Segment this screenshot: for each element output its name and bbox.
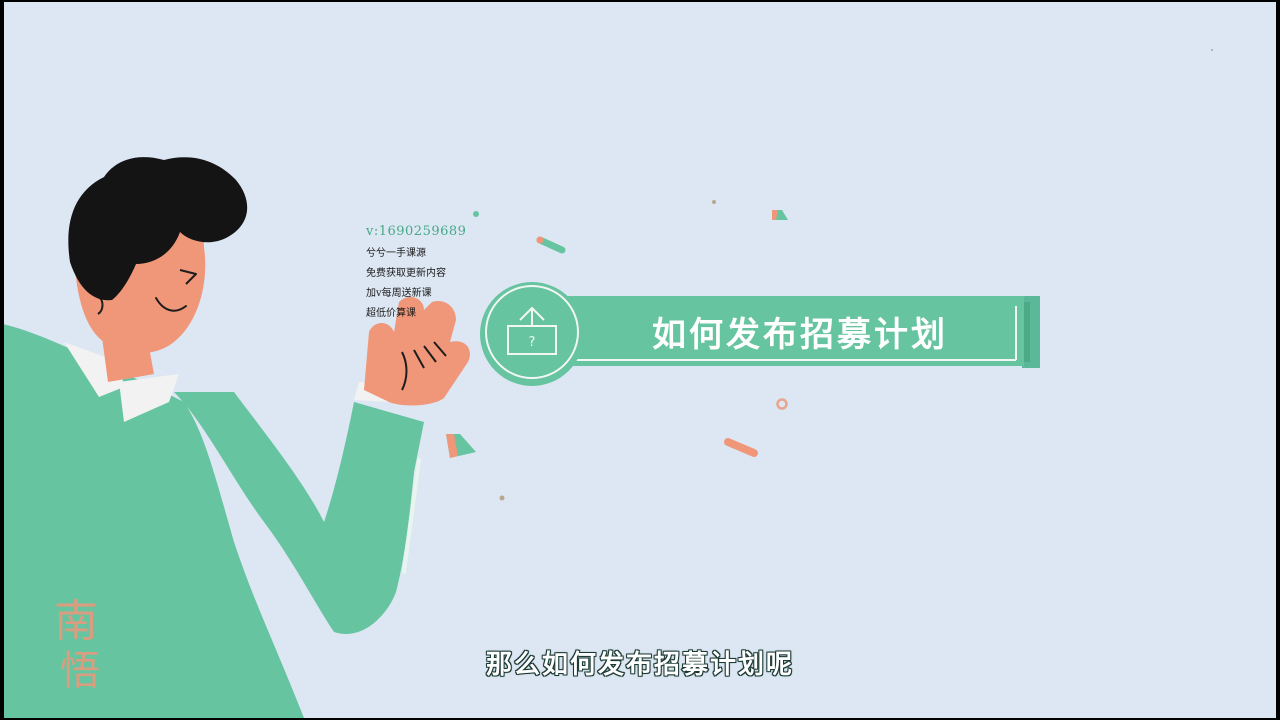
shirt-collar	[119, 374, 179, 422]
confetti-dot	[499, 495, 505, 501]
section-title: 如何发布招募计划	[652, 314, 948, 355]
sleeve-highlight	[402, 458, 421, 574]
title-bar-end-cap	[1024, 302, 1030, 362]
svg-text:?: ?	[529, 335, 536, 350]
svg-text:南: 南	[54, 596, 98, 647]
watermark-line: 免费获取更新内容	[366, 268, 446, 279]
eye	[179, 269, 197, 285]
confetti-triangle	[446, 434, 458, 458]
title-label-wrap: 如何发布招募计划	[570, 296, 1022, 366]
raised-arm	[174, 392, 424, 634]
waving-hand	[364, 296, 470, 406]
icon-badge-ring	[485, 285, 579, 379]
brand-logo-calligraphy: 南 悟	[54, 596, 100, 694]
confetti-stroke	[724, 438, 758, 457]
title-card: ?	[480, 282, 1040, 386]
scene-canvas: ? 南 悟 v:1690259689 兮兮一手课源 免费获取更新内容 加v每周送…	[4, 2, 1276, 718]
upload-box-question-icon: ?	[507, 306, 557, 355]
contact-id: v:1690259689	[366, 224, 467, 239]
svg-text:悟: 悟	[60, 648, 100, 694]
watermark-line: 加v每周送新课	[366, 288, 432, 299]
title-bar	[564, 296, 1024, 366]
illustration: ? 南 悟	[4, 49, 1213, 718]
speck	[1211, 49, 1213, 51]
hair	[68, 157, 248, 301]
shirt-collar	[64, 342, 124, 397]
watermark-line: 兮兮一手课源	[366, 248, 426, 259]
subtitle-caption: 那么如何发布招募计划呢	[485, 649, 794, 681]
man-figure	[4, 157, 470, 718]
confetti-dot	[536, 236, 544, 244]
torso	[4, 324, 304, 718]
icon-badge	[480, 282, 584, 386]
smile	[155, 297, 187, 312]
confetti-triangle	[772, 210, 778, 220]
confetti-ring	[776, 398, 788, 410]
confetti-stroke	[536, 236, 566, 254]
hand-line	[401, 351, 408, 391]
watermark-line: 超低价算课	[366, 308, 416, 319]
confetti-dot	[473, 211, 479, 217]
contact-watermark: v:1690259689 兮兮一手课源 免费获取更新内容 加v每周送新课 超低价…	[366, 222, 466, 324]
confetti-dot	[712, 200, 716, 204]
finger-lines	[413, 341, 447, 369]
